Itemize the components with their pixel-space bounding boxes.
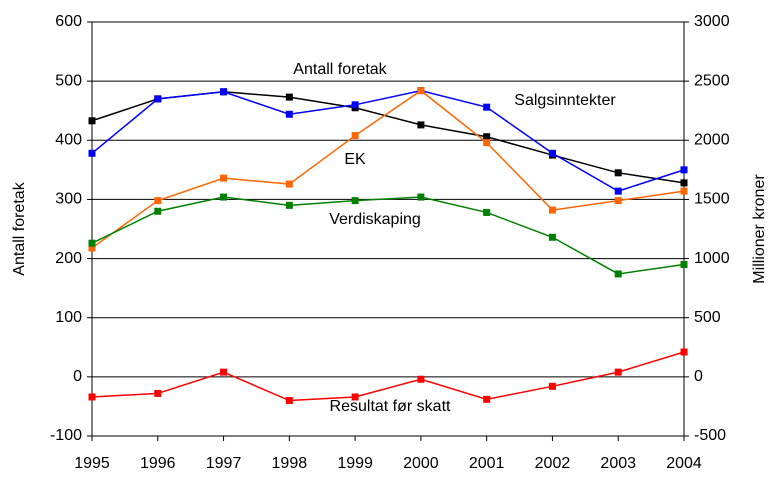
x-tick-label: 1999 xyxy=(337,455,373,472)
data-point xyxy=(614,169,622,177)
data-point xyxy=(220,193,228,201)
y2-tick-label: 2000 xyxy=(694,132,730,149)
data-point xyxy=(417,375,425,383)
data-point xyxy=(680,166,688,174)
data-point xyxy=(88,117,96,125)
data-point xyxy=(285,201,293,209)
data-point xyxy=(154,389,162,397)
data-point xyxy=(285,180,293,188)
data-point xyxy=(680,187,688,195)
x-tick-label: 2002 xyxy=(535,455,571,472)
data-point xyxy=(220,88,228,96)
series-label: Verdiskaping xyxy=(329,211,421,228)
data-point xyxy=(154,207,162,215)
y2-tick-label: 0 xyxy=(694,368,703,385)
data-point xyxy=(88,239,96,247)
y-tick-label: 600 xyxy=(55,13,82,30)
x-tick-label: 1997 xyxy=(206,455,242,472)
y-tick-label: 0 xyxy=(73,368,82,385)
data-point xyxy=(220,174,228,182)
x-tick-label: 2000 xyxy=(403,455,439,472)
data-point xyxy=(417,87,425,95)
data-point xyxy=(483,139,491,147)
series-label: Salgsinntekter xyxy=(514,92,616,109)
y-axis-title: Antall foretak xyxy=(11,181,28,275)
data-point xyxy=(614,187,622,195)
y2-tick-label: 500 xyxy=(694,309,721,326)
data-point xyxy=(220,368,228,376)
data-point xyxy=(483,133,491,141)
x-tick-label: 1995 xyxy=(74,455,110,472)
data-point xyxy=(285,93,293,101)
data-point xyxy=(680,260,688,268)
data-point xyxy=(88,244,96,252)
x-tick-label: 2004 xyxy=(666,455,702,472)
y2-axis-title: Millioner kroner xyxy=(751,174,768,284)
data-point xyxy=(614,197,622,205)
series-line xyxy=(91,89,685,249)
data-point xyxy=(154,95,162,103)
data-point xyxy=(417,121,425,129)
series-line xyxy=(91,196,685,275)
data-point xyxy=(680,179,688,187)
y-tick-label: 400 xyxy=(55,132,82,149)
data-point xyxy=(351,132,359,140)
data-point xyxy=(614,368,622,376)
data-point xyxy=(351,393,359,401)
data-point xyxy=(548,206,556,214)
series-label: EK xyxy=(344,151,366,168)
x-tick-label: 1998 xyxy=(272,455,308,472)
data-point xyxy=(417,193,425,201)
y2-tick-label: 1500 xyxy=(694,191,730,208)
data-point xyxy=(285,397,293,405)
y2-tick-label: 2500 xyxy=(694,72,730,89)
data-point xyxy=(88,149,96,157)
data-point xyxy=(548,149,556,157)
y2-tick-label: 1000 xyxy=(694,250,730,267)
x-tick-label: 2003 xyxy=(600,455,636,472)
y-tick-label: 500 xyxy=(55,72,82,89)
series-line xyxy=(91,89,685,192)
y-tick-label: 300 xyxy=(55,191,82,208)
data-point xyxy=(351,101,359,109)
series-line xyxy=(91,351,685,402)
data-point xyxy=(154,197,162,205)
series-label: Resultat før skatt xyxy=(330,398,451,415)
y-tick-label: -100 xyxy=(50,427,82,444)
data-point xyxy=(88,393,96,401)
data-point xyxy=(483,208,491,216)
y2-tick-label: 3000 xyxy=(694,13,730,30)
data-point xyxy=(548,233,556,241)
series-label: Antall foretak xyxy=(293,61,387,78)
data-point xyxy=(614,270,622,278)
plot-border xyxy=(91,21,685,437)
data-point xyxy=(680,348,688,356)
y-tick-label: 100 xyxy=(55,309,82,326)
data-point xyxy=(351,197,359,205)
y-tick-label: 200 xyxy=(55,250,82,267)
data-point xyxy=(483,395,491,403)
data-point xyxy=(285,110,293,118)
data-point xyxy=(548,382,556,390)
x-tick-label: 1996 xyxy=(140,455,176,472)
data-point xyxy=(483,103,491,111)
x-tick-label: 2001 xyxy=(469,455,505,472)
y2-tick-label: -500 xyxy=(694,427,726,444)
